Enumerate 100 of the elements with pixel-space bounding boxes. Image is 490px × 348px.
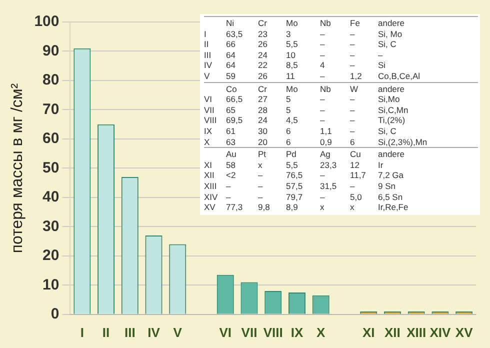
annotation: 77,3 [226,202,244,213]
x-tick-label: VII [241,324,258,340]
annotation: XIV [204,192,219,202]
annotation: 64 [226,50,236,60]
annotation: 22 [258,60,268,71]
annotation: 6,5 Sn [378,192,404,202]
annotation: 23,3 [320,160,338,170]
annotation: 79,7 [286,192,304,202]
annotation: Si,C,Mn [378,104,410,116]
annotation: 8,5 [286,60,299,71]
annotation: x [320,202,326,213]
x-tick-label: XIV [430,324,451,340]
annotation: – [226,192,232,202]
annotation: 26 [258,39,268,50]
annotation: XV [204,202,216,213]
annotation: – [258,180,264,192]
y-tick-label: 70 [42,100,60,118]
annotation: 0,9 [320,136,333,148]
annotation: 58 [226,160,236,170]
y-tick-label: 100 [34,13,60,30]
x-tick-label: I [80,324,84,340]
annotation: Cu [350,147,378,160]
x-tick-label: VI [219,324,232,340]
annotation: Cr [258,16,286,29]
annotation: Cr [258,82,286,94]
annotation: 63 [226,136,236,148]
annotation: 11 [286,70,296,82]
x-tick-label: V [173,324,182,340]
y-tick-label: 50 [42,159,60,176]
y-tick-label: 90 [42,42,60,60]
annotation: I [204,28,208,40]
y-tick-label: 40 [42,188,60,206]
annotation: Si,Mo [378,94,401,105]
annotation: 27 [258,94,268,105]
annotation: Fe [350,16,378,29]
annotation: III [204,50,212,60]
annotation: Ir,Re,Fe [378,202,410,213]
annotation: 65 [226,104,236,116]
annotation: Si, Mo [378,28,404,40]
annotation: 5,5 [286,39,299,50]
annotation: 23 [258,28,268,40]
annotation: – [320,50,326,60]
annotation: 7,2 Ga [378,170,405,181]
annotation: 9 Sn [378,180,396,192]
annotation: 8,9 [286,202,299,213]
annotation: 69,5 [226,115,244,126]
annotation: 66 [226,39,236,50]
annotation: 12 [350,160,360,170]
y-tick-label: 60 [42,130,60,148]
y-tick-label: 80 [42,72,60,89]
annotation: XII [204,170,216,181]
y-tick-label: 0 [50,306,60,323]
annotation: 66,5 [226,94,244,105]
annotation: Au [226,147,258,160]
annotation: 11,7 [350,170,367,181]
annotation: Co [226,82,258,94]
annotation: Co,B,Ce,Al [378,70,422,82]
x-tick-label: XV [455,324,474,340]
annotation: – [320,170,326,181]
annotation: 9,8 [258,202,271,213]
annotation: Ni [226,16,258,29]
annotation: – [350,60,356,71]
annotation: VIII [204,115,218,126]
annotation: andere [378,16,478,29]
annotation: – [350,180,356,192]
annotation: 4 [320,60,326,71]
annotation: XIII [204,180,218,192]
annotation: 61 [226,126,236,137]
annotation: 24 [258,115,268,126]
annotation: 1,1 [320,126,333,137]
annotation: x [258,160,264,170]
y-tick-label: 10 [42,276,60,294]
annotation: IV [204,60,214,71]
annotation: Ag [320,147,350,160]
annotation: Ir [378,160,384,170]
annotation: 63,5 [226,28,244,40]
annotation: 64 [226,60,236,71]
annotation: <2 [226,170,237,181]
annotation: 5,0 [350,192,363,202]
annotation: 20 [258,136,268,148]
annotation: 6 [286,126,292,137]
annotation: – [320,39,326,50]
annotation: – [350,39,356,50]
annotation: – [320,192,326,202]
y-tick-label: 30 [42,218,60,235]
annotation: 76,5 [286,170,304,181]
annotation: W [350,82,378,94]
annotation: Mo [286,82,320,94]
x-tick-label: II [102,324,110,340]
annotation: andere [378,82,478,94]
annotation: 57,5 [286,180,304,192]
annotation: Ti,(2%) [378,115,406,126]
y-tick-label: 20 [42,247,60,264]
annotation: VII [204,104,216,116]
annotation: 5 [286,94,292,105]
annotation: Nb [320,16,350,29]
annotation: Si,(2,3%),Mn [378,136,428,148]
annotation: 5 [286,104,292,116]
annotation: Si, C [378,126,398,137]
annotation: X [204,136,211,148]
